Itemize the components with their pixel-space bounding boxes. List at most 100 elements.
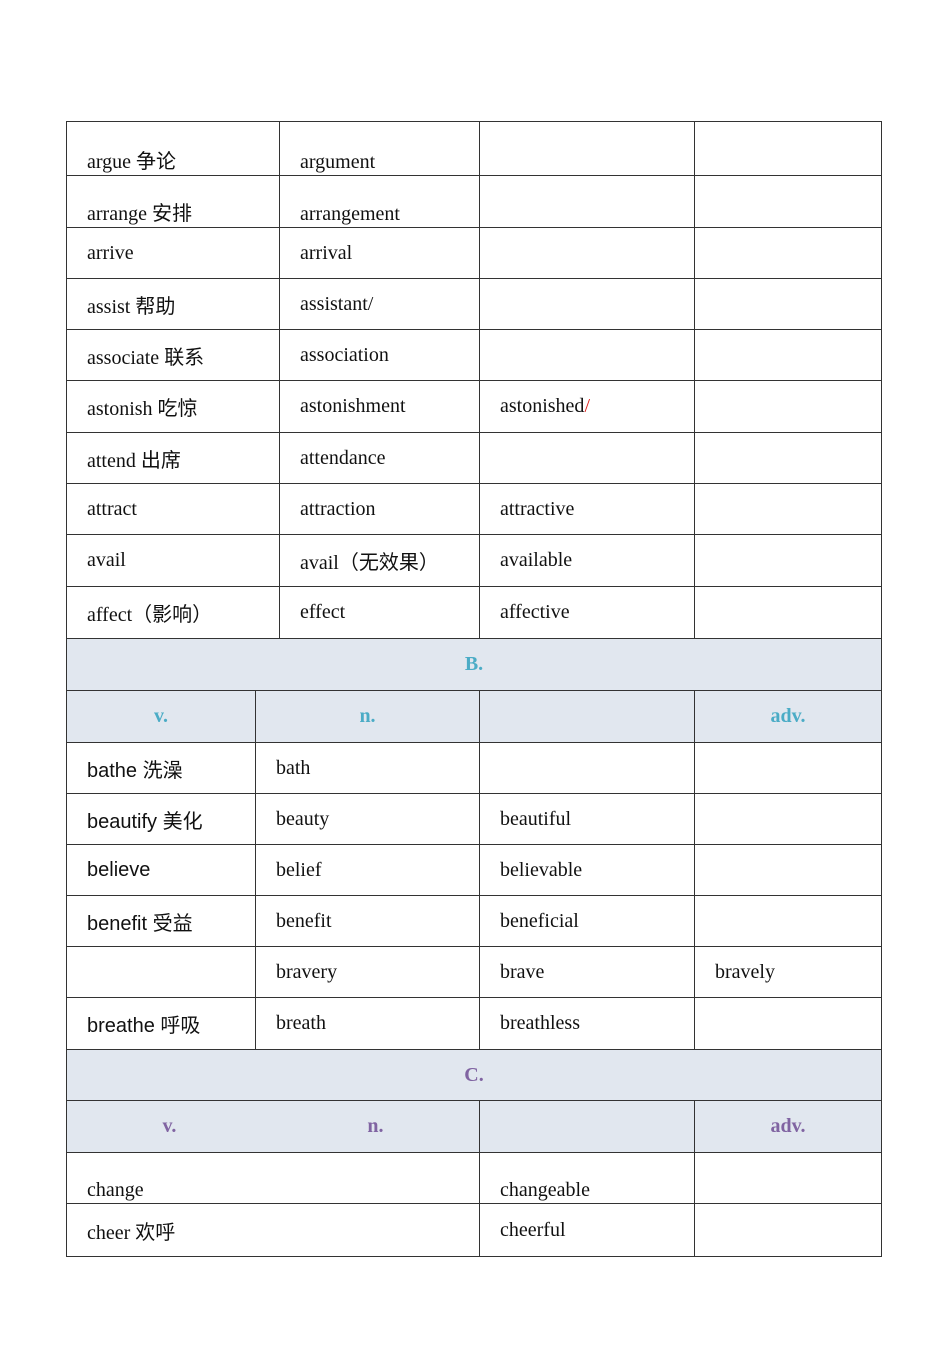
table-cell: beneficial (479, 895, 695, 947)
cell-text: astonishment (300, 395, 406, 417)
cell-text: cheerful (500, 1218, 566, 1241)
cell-text: beautify 美化 (87, 810, 203, 833)
column-header (479, 690, 695, 743)
table-cell (479, 121, 695, 176)
table-cell: attract (66, 483, 280, 535)
table-cell (694, 121, 882, 176)
table-cell (694, 895, 882, 947)
table-cell: arrival (279, 227, 480, 279)
column-header: adv. (694, 690, 882, 743)
table-cell: argument (279, 121, 480, 176)
cell-text: available (500, 549, 573, 571)
column-header-v-n: v. n. (66, 1100, 480, 1153)
cell-text: bath (276, 756, 311, 779)
table-cell: available (479, 534, 695, 587)
cell-text: bathe 洗澡 (87, 759, 183, 782)
table-cell (694, 534, 882, 587)
cell-text: astonish 吃惊 (87, 398, 198, 420)
table-cell: attractive (479, 483, 695, 535)
cell-text: brave (500, 960, 545, 983)
cell-text: changeable (500, 1179, 590, 1201)
section-b-title: B. (66, 638, 882, 691)
table-cell (479, 432, 695, 484)
cell-text: attraction (300, 497, 376, 520)
table-cell (694, 432, 882, 484)
cell-text: adv. (770, 705, 806, 727)
table-cell: avail (66, 534, 280, 587)
cell-text: astonished (500, 395, 585, 417)
table-cell (694, 278, 882, 330)
cell-text: argue 争论 (87, 151, 177, 173)
cell-text: benefit (276, 909, 332, 932)
table-cell: bravely (694, 946, 882, 998)
column-header (479, 1100, 695, 1153)
table-cell (479, 742, 695, 794)
cell-text: argument (300, 151, 376, 173)
cell-text: associate 联系 (87, 346, 205, 369)
cell-text: attendance (300, 446, 386, 469)
cell-text: effect (300, 601, 346, 623)
cell-text: attract (87, 497, 137, 520)
column-header: adv. (694, 1100, 882, 1153)
table-cell: attendance (279, 432, 480, 484)
table-cell: arrangement (279, 175, 480, 228)
table-cell (66, 946, 256, 998)
table-cell (694, 997, 882, 1050)
table-cell: believable (479, 844, 695, 896)
cell-text: beneficial (500, 909, 579, 932)
cell-text: association (300, 343, 389, 366)
cell-text: B. (464, 653, 484, 675)
cell-text: breath (276, 1012, 326, 1034)
table-cell: breath (255, 997, 480, 1050)
table-cell: astonishment (279, 380, 480, 433)
table-cell (479, 227, 695, 279)
table-cell (694, 793, 882, 845)
table-cell (479, 329, 695, 381)
table-cell: attend 出席 (66, 432, 280, 484)
table-cell: belief (255, 844, 480, 896)
cell-text: arrival (300, 241, 353, 264)
cell-text: believable (500, 858, 583, 881)
cell-text: cheer 欢呼 (87, 1221, 176, 1244)
table-cell: affect（影响） (66, 586, 280, 639)
cell-text: n. (359, 705, 376, 727)
table-cell: arrive (66, 227, 280, 279)
table-cell: affective (479, 586, 695, 639)
cell-text: believe (87, 858, 151, 881)
table-cell (694, 742, 882, 794)
table-cell: bravery (255, 946, 480, 998)
column-header: v. (66, 690, 256, 743)
table-cell: benefit 受益 (66, 895, 256, 947)
table-cell: assistant/ (279, 278, 480, 330)
cell-text: arrange 安排 (87, 203, 192, 225)
cell-text: attractive (500, 497, 575, 520)
cell-text: assistant/ (300, 292, 374, 315)
table-cell: astonished / (479, 380, 695, 433)
table-cell (694, 483, 882, 535)
column-header: n. (367, 1115, 384, 1137)
table-cell: breathe 呼吸 (66, 997, 256, 1050)
table-cell: association (279, 329, 480, 381)
table-cell: believe (66, 844, 256, 896)
table-cell: beautiful (479, 793, 695, 845)
cell-text: bravely (715, 960, 775, 983)
red-slash: / (584, 395, 590, 417)
table-cell (694, 380, 882, 433)
cell-text: breathless (500, 1012, 580, 1034)
table-cell: avail（无效果） (279, 534, 480, 587)
cell-text: breathe 呼吸 (87, 1015, 201, 1037)
table-cell: effect (279, 586, 480, 639)
cell-text: attend 出席 (87, 449, 181, 472)
table-cell: bath (255, 742, 480, 794)
table-cell: changeable (479, 1152, 695, 1204)
cell-text: change (87, 1179, 144, 1201)
table-cell (694, 586, 882, 639)
table-cell (479, 175, 695, 228)
table-cell: arrange 安排 (66, 175, 280, 228)
column-header: n. (255, 690, 480, 743)
cell-text: arrangement (300, 203, 400, 225)
table-cell: associate 联系 (66, 329, 280, 381)
table-cell (479, 278, 695, 330)
table-cell: brave (479, 946, 695, 998)
cell-text: bravery (276, 960, 338, 983)
